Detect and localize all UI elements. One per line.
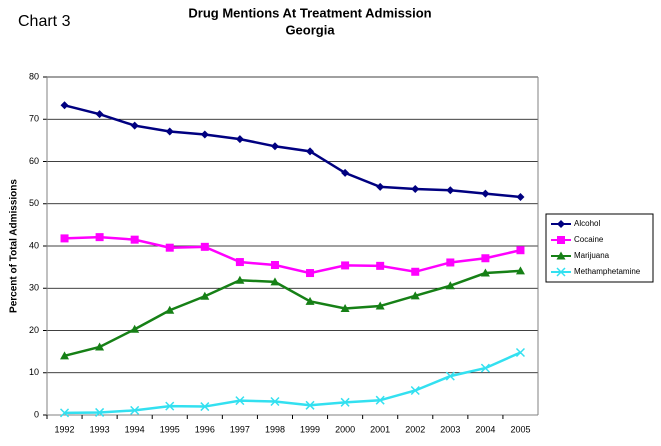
marker xyxy=(375,395,385,405)
legend-marker xyxy=(556,267,566,277)
marker xyxy=(200,130,209,139)
marker xyxy=(481,254,490,263)
x-tick-label: 2003 xyxy=(440,424,460,434)
marker xyxy=(95,342,105,351)
marker xyxy=(340,304,350,313)
marker xyxy=(235,275,245,284)
x-tick-label: 1999 xyxy=(300,424,320,434)
marker xyxy=(515,266,525,275)
series-line xyxy=(64,104,521,199)
marker xyxy=(165,401,175,411)
legend-label: Cocaine xyxy=(574,235,604,244)
marker xyxy=(411,184,420,193)
marker xyxy=(446,186,455,195)
marker xyxy=(60,351,70,360)
series-line xyxy=(64,269,521,358)
marker xyxy=(445,281,455,290)
marker xyxy=(376,182,385,191)
y-tick-label: 10 xyxy=(29,367,39,377)
legend-label: Methamphetamine xyxy=(574,267,641,276)
marker xyxy=(410,291,420,300)
marker xyxy=(445,371,455,381)
x-tick-label: 1998 xyxy=(265,424,285,434)
marker xyxy=(270,396,280,407)
marker xyxy=(165,305,175,314)
y-tick-label: 30 xyxy=(29,283,39,293)
marker xyxy=(480,268,490,277)
marker xyxy=(95,407,105,417)
legend-marker xyxy=(557,220,565,228)
marker xyxy=(235,396,245,406)
marker xyxy=(341,261,350,270)
chart-label: Chart 3 xyxy=(18,13,71,30)
marker xyxy=(376,261,385,270)
marker xyxy=(306,269,315,278)
x-tick-label: 2000 xyxy=(335,424,355,434)
series-line xyxy=(64,235,521,275)
marker xyxy=(165,127,174,136)
marker xyxy=(235,258,244,267)
marker xyxy=(446,258,455,267)
x-tick-label: 2001 xyxy=(370,424,390,434)
legend-label: Alcohol xyxy=(574,219,600,228)
marker xyxy=(516,246,525,255)
marker xyxy=(60,101,69,110)
marker xyxy=(130,324,140,333)
marker xyxy=(130,121,139,130)
y-tick-label: 50 xyxy=(29,198,39,208)
series-line xyxy=(64,351,521,415)
y-tick-label: 60 xyxy=(29,156,39,166)
marker xyxy=(95,110,104,119)
marker xyxy=(200,402,210,412)
marker xyxy=(306,147,315,156)
marker xyxy=(516,192,525,201)
marker xyxy=(340,397,350,407)
legend-box xyxy=(545,213,654,283)
x-tick-label: 2002 xyxy=(405,424,425,434)
marker xyxy=(235,135,244,144)
y-tick-label: 40 xyxy=(29,240,39,250)
chart-subtitle: Georgia xyxy=(285,22,335,37)
marker xyxy=(270,277,280,286)
legend-label: Marijuana xyxy=(574,251,610,260)
x-tick-label: 1997 xyxy=(230,424,250,434)
marker xyxy=(200,242,209,251)
y-tick-label: 80 xyxy=(29,71,39,81)
marker xyxy=(165,243,174,252)
marker xyxy=(60,234,69,243)
x-tick-label: 1993 xyxy=(90,424,110,434)
marker xyxy=(410,385,420,396)
marker xyxy=(515,347,525,358)
marker xyxy=(270,142,279,151)
y-tick-label: 70 xyxy=(29,114,39,124)
marker xyxy=(480,363,490,373)
marker xyxy=(95,233,104,242)
legend-marker xyxy=(557,236,565,244)
marker xyxy=(200,291,210,300)
marker xyxy=(481,189,490,198)
marker xyxy=(270,261,279,270)
x-tick-label: 2005 xyxy=(510,424,530,434)
marker xyxy=(305,296,315,305)
y-axis-label: Percent of Total Admissions xyxy=(9,179,20,313)
chart-title: Drug Mentions At Treatment Admission xyxy=(188,5,431,20)
y-tick-label: 0 xyxy=(34,409,39,419)
x-tick-label: 2004 xyxy=(475,424,495,434)
marker xyxy=(341,168,350,177)
marker xyxy=(130,405,140,415)
x-tick-label: 1996 xyxy=(195,424,215,434)
marker xyxy=(375,301,385,310)
marker xyxy=(60,408,70,418)
marker xyxy=(411,267,420,276)
legend-marker xyxy=(556,251,566,260)
x-tick-label: 1994 xyxy=(125,424,145,434)
x-tick-label: 1995 xyxy=(160,424,180,434)
x-tick-label: 1992 xyxy=(55,424,75,434)
marker xyxy=(130,235,139,244)
marker xyxy=(305,400,315,410)
y-tick-label: 20 xyxy=(29,325,39,335)
